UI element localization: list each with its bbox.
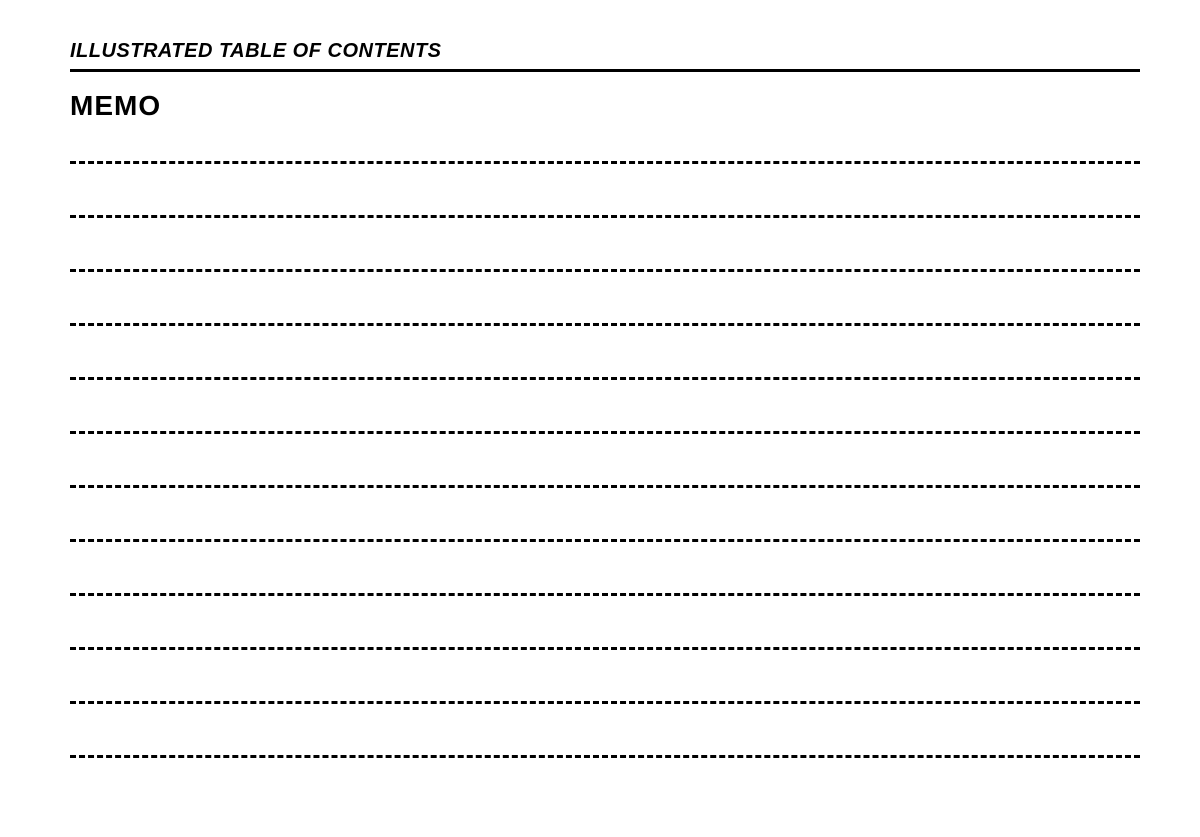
header-title: ILLUSTRATED TABLE OF CONTENTS [70, 40, 1140, 72]
memo-lines-container [70, 144, 1140, 758]
memo-line [70, 218, 1140, 272]
memo-line [70, 434, 1140, 488]
memo-line [70, 326, 1140, 380]
memo-title: MEMO [70, 90, 1140, 122]
memo-line [70, 272, 1140, 326]
memo-line [70, 542, 1140, 596]
memo-line [70, 488, 1140, 542]
memo-line [70, 380, 1140, 434]
memo-line [70, 704, 1140, 758]
memo-line [70, 596, 1140, 650]
memo-line [70, 144, 1140, 164]
memo-line [70, 650, 1140, 704]
memo-line [70, 164, 1140, 218]
